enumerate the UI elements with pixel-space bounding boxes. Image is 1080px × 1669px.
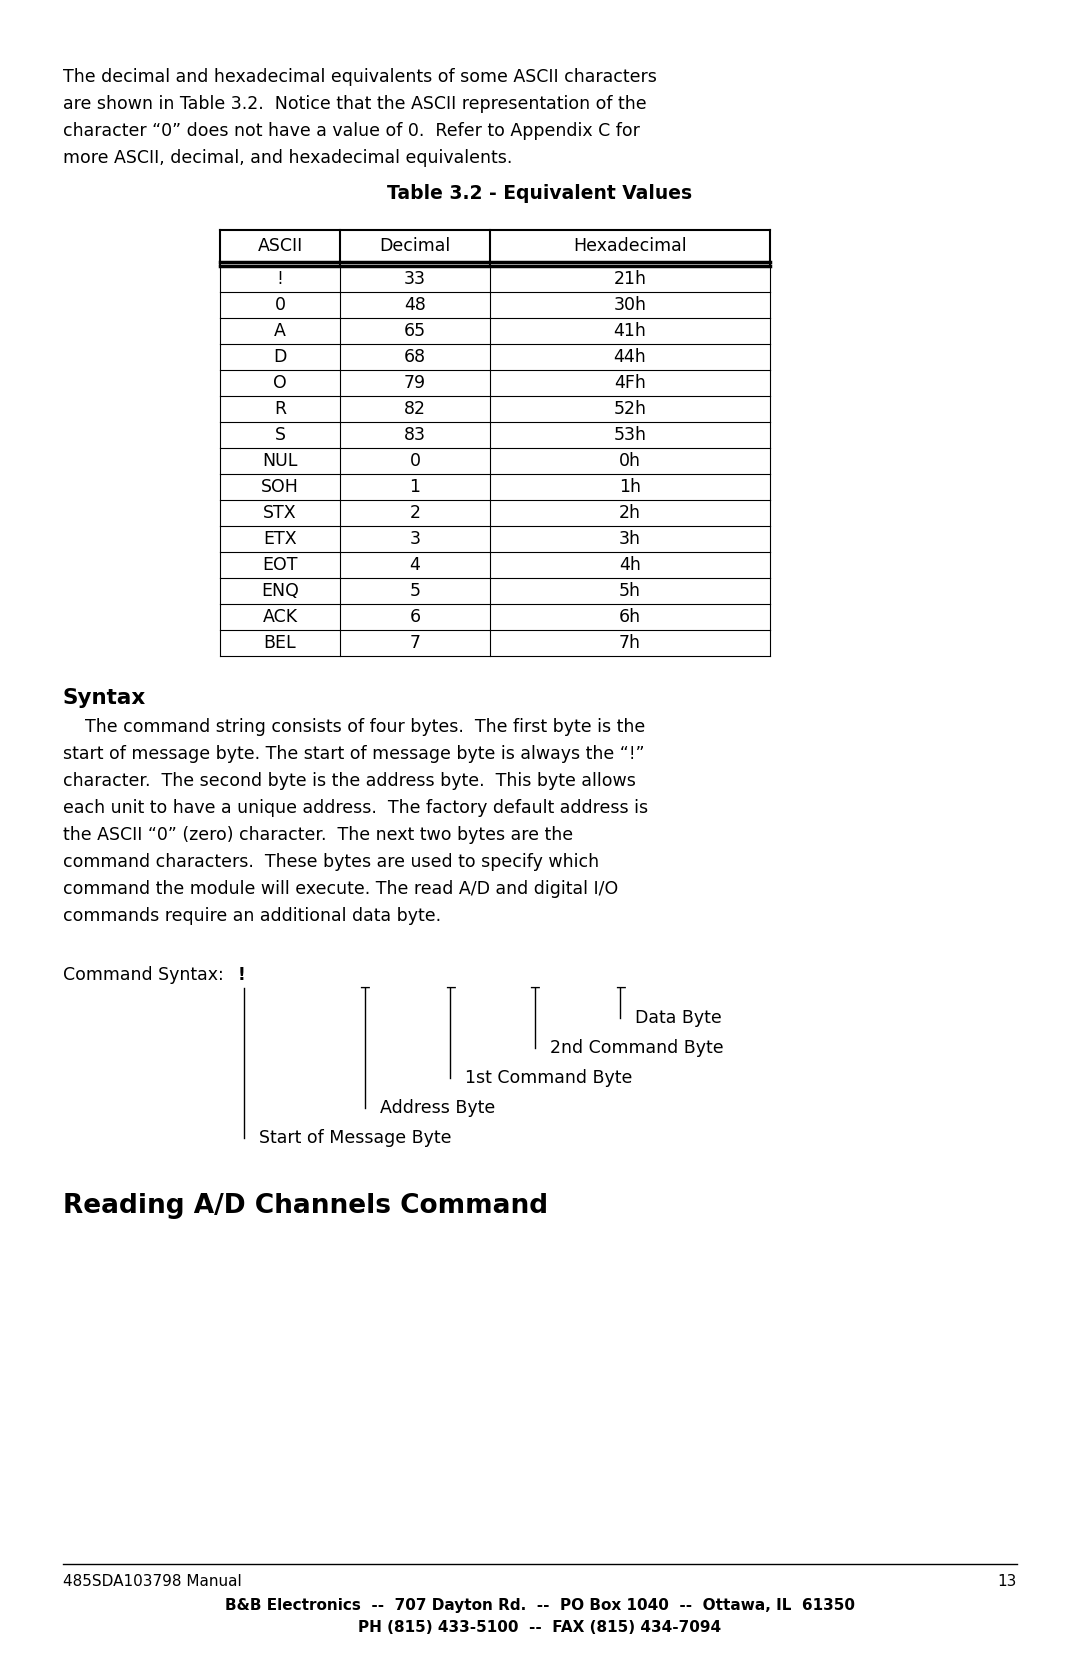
Text: B&B Electronics  --  707 Dayton Rd.  --  PO Box 1040  --  Ottawa, IL  61350: B&B Electronics -- 707 Dayton Rd. -- PO … [225,1597,855,1612]
Text: 65: 65 [404,322,427,340]
Text: Decimal: Decimal [379,237,450,255]
Text: 53h: 53h [613,426,647,444]
Text: 79: 79 [404,374,427,392]
Text: 1st Command Byte: 1st Command Byte [465,1070,633,1087]
Text: STX: STX [264,504,297,522]
Text: 83: 83 [404,426,426,444]
Text: 0h: 0h [619,452,642,471]
Text: Start of Message Byte: Start of Message Byte [259,1128,451,1147]
Text: EOT: EOT [262,556,298,574]
Text: _: _ [446,970,455,988]
Text: Syntax: Syntax [63,688,146,708]
Text: Hexadecimal: Hexadecimal [573,237,687,255]
Text: ETX: ETX [264,531,297,547]
Text: PH (815) 433-5100  --  FAX (815) 434-7094: PH (815) 433-5100 -- FAX (815) 434-7094 [359,1621,721,1636]
Text: 7: 7 [409,634,420,653]
Text: 2nd Command Byte: 2nd Command Byte [550,1040,724,1056]
Text: 68: 68 [404,349,427,366]
Text: NUL: NUL [262,452,298,471]
Text: 4h: 4h [619,556,640,574]
Text: 5h: 5h [619,582,642,599]
Text: 0: 0 [409,452,420,471]
Text: Command Syntax:: Command Syntax: [63,966,234,985]
Text: Data Byte: Data Byte [635,1010,721,1026]
Text: 44h: 44h [613,349,646,366]
Text: The decimal and hexadecimal equivalents of some ASCII characters: The decimal and hexadecimal equivalents … [63,68,657,87]
Text: R: R [274,401,286,417]
Text: BEL: BEL [264,634,296,653]
Text: 30h: 30h [613,295,647,314]
Text: Reading A/D Channels Command: Reading A/D Channels Command [63,1193,549,1218]
Text: command the module will execute. The read A/D and digital I/O: command the module will execute. The rea… [63,880,618,898]
Text: D: D [273,349,286,366]
Text: 82: 82 [404,401,426,417]
Text: 4Fh: 4Fh [615,374,646,392]
Text: _: _ [530,970,539,988]
Text: commands require an additional data byte.: commands require an additional data byte… [63,906,441,925]
Text: 2h: 2h [619,504,642,522]
Text: character.  The second byte is the address byte.  This byte allows: character. The second byte is the addres… [63,773,636,789]
Text: 4: 4 [409,556,420,574]
Text: Table 3.2 - Equivalent Values: Table 3.2 - Equivalent Values [388,184,692,204]
Text: 1h: 1h [619,477,642,496]
Text: ACK: ACK [262,608,298,626]
Text: Address Byte: Address Byte [380,1098,496,1117]
Text: !: ! [276,270,283,289]
Text: A: A [274,322,286,340]
Text: 41h: 41h [613,322,647,340]
Text: 485SDA103798 Manual: 485SDA103798 Manual [63,1574,242,1589]
Text: _: _ [361,970,369,988]
Text: command characters.  These bytes are used to specify which: command characters. These bytes are used… [63,853,599,871]
Text: each unit to have a unique address.  The factory default address is: each unit to have a unique address. The … [63,799,648,818]
Text: 3: 3 [409,531,420,547]
Text: 0: 0 [274,295,285,314]
Text: 1: 1 [409,477,420,496]
Text: _: _ [616,970,624,988]
Text: The command string consists of four bytes.  The first byte is the: The command string consists of four byte… [63,718,645,736]
Text: 2: 2 [409,504,420,522]
Text: 6: 6 [409,608,420,626]
Text: 7h: 7h [619,634,642,653]
Text: 13: 13 [998,1574,1017,1589]
Text: 52h: 52h [613,401,647,417]
Text: 3h: 3h [619,531,642,547]
Text: SOH: SOH [261,477,299,496]
Text: !: ! [238,966,246,985]
Text: 5: 5 [409,582,420,599]
Text: S: S [274,426,285,444]
Text: character “0” does not have a value of 0.  Refer to Appendix C for: character “0” does not have a value of 0… [63,122,639,140]
Text: 21h: 21h [613,270,647,289]
Text: 6h: 6h [619,608,642,626]
Text: 48: 48 [404,295,426,314]
Text: more ASCII, decimal, and hexadecimal equivalents.: more ASCII, decimal, and hexadecimal equ… [63,149,512,167]
Text: are shown in Table 3.2.  Notice that the ASCII representation of the: are shown in Table 3.2. Notice that the … [63,95,647,113]
Text: start of message byte. The start of message byte is always the “!”: start of message byte. The start of mess… [63,744,645,763]
Text: ASCII: ASCII [257,237,302,255]
Text: O: O [273,374,287,392]
Text: 33: 33 [404,270,426,289]
Text: the ASCII “0” (zero) character.  The next two bytes are the: the ASCII “0” (zero) character. The next… [63,826,573,845]
Text: ENQ: ENQ [261,582,299,599]
